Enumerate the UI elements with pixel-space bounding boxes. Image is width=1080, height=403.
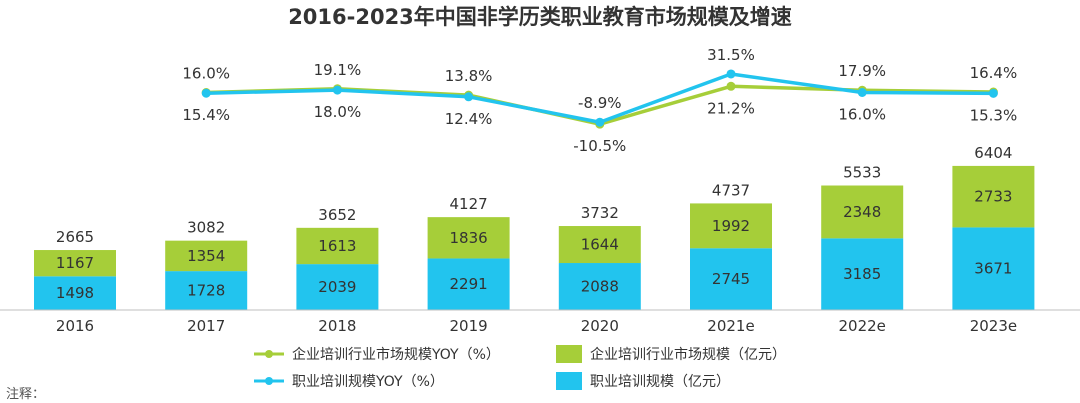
x-tick-label: 2021e <box>707 317 754 335</box>
bar-vocational-2016 <box>34 276 116 310</box>
yoy-vocational-line-point <box>332 85 342 95</box>
yoy-vocational-line-point <box>988 88 998 98</box>
x-tick-label: 2023e <box>970 317 1017 335</box>
x-tick-label: 2020 <box>581 317 619 335</box>
x-tick-label: 2019 <box>450 317 488 335</box>
yoy-vocational-line-point <box>857 88 867 97</box>
bar-vocational-label: 1498 <box>56 284 94 302</box>
x-tick-label: 2022e <box>838 317 885 335</box>
legend-bar-blue-swatch <box>556 372 582 390</box>
yoy-vocational-label: 18.0% <box>314 103 362 121</box>
bar-total-label: 4127 <box>450 195 488 213</box>
yoy-vocational-label: -8.9% <box>578 94 622 112</box>
bar-vocational-label: 2039 <box>318 278 356 296</box>
bar-vocational-label: 2088 <box>581 278 619 296</box>
yoy-enterprise-label: 17.9% <box>838 62 886 80</box>
yoy-vocational-line-point <box>726 69 736 79</box>
legend-bar-green-label: 企业培训行业市场规模（亿元） <box>590 346 786 363</box>
yoy-vocational-line-point <box>595 117 605 127</box>
bar-vocational-2017 <box>165 271 248 310</box>
bar-vocational-2021e <box>690 248 772 310</box>
line-group: 16.0% 15.4% 19.1% 18.0% 13.8% 12.4% -8.9% -10.5… <box>182 46 1017 155</box>
bar-enterprise-label: 1354 <box>187 247 225 265</box>
bar-vocational-label: 2291 <box>450 275 488 293</box>
bar-total-label: 6404 <box>974 144 1012 162</box>
yoy-vocational-label: 15.4% <box>182 106 230 124</box>
chart-title: 2016-2023年中国非学历类职业教育市场规模及增速 <box>288 5 792 29</box>
yoy-enterprise-label: 16.0% <box>182 65 230 83</box>
legend-line-blue-label: 职业培训规模YOY（%） <box>292 374 444 390</box>
bar-total-label: 3082 <box>187 219 225 237</box>
bar-enterprise-2021e <box>690 203 772 249</box>
bar-enterprise-2017 <box>165 240 248 272</box>
yoy-enterprise-line-point <box>726 81 736 91</box>
yoy-vocational-label: 31.5% <box>707 46 755 64</box>
yoy-vocational-line-point <box>464 92 474 102</box>
bar-enterprise-2022e <box>821 185 904 239</box>
bar-vocational-2018 <box>296 264 379 310</box>
bar-enterprise-label: 1167 <box>56 254 94 272</box>
x-tick-label: 2018 <box>318 317 356 335</box>
yoy-vocational-line-point <box>201 88 211 98</box>
bar-enterprise-label: 1836 <box>450 229 488 247</box>
bar-vocational-2022e <box>821 238 904 310</box>
bar-total-label: 3732 <box>581 204 619 222</box>
legend-line-green-label: 企业培训行业市场规模YOY（%） <box>292 346 500 363</box>
legend: 企业培训行业市场规模YOY（%） 企业培训行业市场规模（亿元） 职业培训规模YO… <box>254 345 786 390</box>
yoy-enterprise-label: 21.2% <box>707 99 755 117</box>
bar-enterprise-2018 <box>296 227 379 265</box>
bar-group: 1498 1167 2665 1728 1354 3082 2039 1613 3652 2291… <box>34 144 1035 310</box>
bar-enterprise-2016 <box>34 250 116 277</box>
x-tick-label: 2016 <box>56 317 94 335</box>
legend-line-blue-marker <box>265 377 273 385</box>
bar-enterprise-label: 1644 <box>581 236 619 254</box>
bar-vocational-label: 3671 <box>974 260 1012 278</box>
bar-enterprise-label: 2348 <box>843 203 881 221</box>
yoy-enterprise-label: -10.5% <box>573 137 626 155</box>
bar-enterprise-label: 2733 <box>974 188 1012 206</box>
bar-vocational-2020 <box>558 263 641 310</box>
bar-vocational-2019 <box>427 258 510 310</box>
x-axis: 2016 2017 2018 2019 2020 2021e 2022e 2023e <box>0 309 1080 335</box>
yoy-vocational-label: 15.3% <box>970 106 1018 124</box>
bar-enterprise-label: 1613 <box>318 237 356 255</box>
yoy-vocational-label: 12.4% <box>445 110 493 128</box>
legend-bar-green-swatch <box>556 345 582 363</box>
bar-total-label: 2665 <box>56 228 94 246</box>
bar-total-label: 4737 <box>712 181 750 199</box>
bar-vocational-label: 1728 <box>187 282 225 300</box>
bar-vocational-label: 3185 <box>843 265 881 283</box>
bar-vocational-label: 2745 <box>712 270 750 288</box>
bar-enterprise-label: 1992 <box>712 217 750 235</box>
bar-enterprise-2020 <box>558 226 641 264</box>
x-tick-label: 2017 <box>187 317 225 335</box>
yoy-vocational-label: 16.0% <box>838 106 886 124</box>
legend-line-green-marker <box>265 350 273 358</box>
legend-bar-blue-label: 职业培训规模（亿元） <box>590 374 730 390</box>
bar-enterprise-2023e <box>952 165 1035 228</box>
bar-enterprise-2019 <box>427 217 510 259</box>
bar-total-label: 5533 <box>843 164 881 182</box>
yoy-enterprise-label: 16.4% <box>970 64 1018 82</box>
bar-vocational-2023e <box>952 227 1035 310</box>
bar-total-label: 3652 <box>318 206 356 224</box>
yoy-enterprise-label: 19.1% <box>314 61 362 79</box>
footnote: 注释： <box>6 387 45 402</box>
yoy-enterprise-label: 13.8% <box>445 67 493 85</box>
